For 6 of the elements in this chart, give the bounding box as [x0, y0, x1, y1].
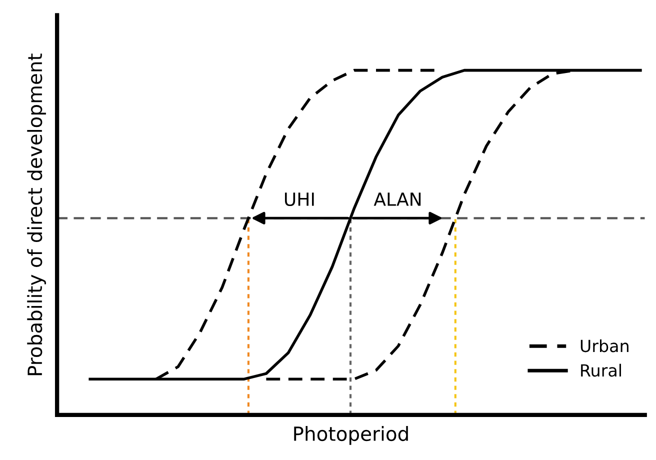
annotation: ALAN	[374, 192, 421, 206]
x-axis-title: Photoperiod	[294, 426, 408, 445]
y-axis-title: Probability of direct development	[27, 54, 46, 376]
annotation: UHI	[284, 192, 314, 206]
legend-label: Urban	[580, 339, 628, 352]
legend-label: Rural	[581, 364, 621, 377]
